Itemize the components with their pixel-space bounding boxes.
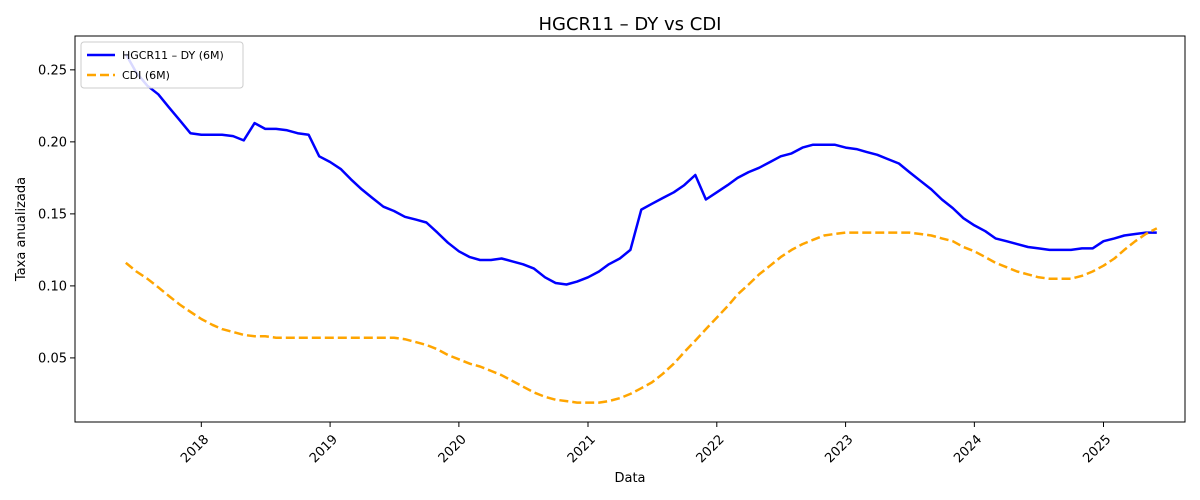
- plot-frame: [74, 35, 1186, 423]
- y-tick-label: 0.10: [38, 279, 67, 294]
- y-axis-title: Taxa anualizada: [14, 177, 29, 282]
- series-line-0: [124, 53, 1157, 286]
- series-line-1: [125, 227, 1158, 404]
- y-tick-label: 0.05: [38, 351, 67, 366]
- x-axis-title: Data: [614, 471, 645, 486]
- y-tick-label: 0.25: [38, 63, 67, 78]
- y-tick-label: 0.15: [38, 207, 67, 222]
- legend-box: [80, 41, 244, 89]
- y-tick-label: 0.20: [38, 135, 67, 150]
- legend-label-cdi: CDI (6M): [122, 69, 170, 82]
- series-lines: [124, 53, 1158, 404]
- y-axis: 0.05 0.10 0.15 0.20 0.25: [38, 63, 75, 366]
- legend-label-dy: HGCR11 – DY (6M): [122, 49, 224, 62]
- chart-title: HGCR11 – DY vs CDI: [539, 14, 722, 35]
- legend: HGCR11 – DY (6M) CDI (6M): [80, 41, 244, 89]
